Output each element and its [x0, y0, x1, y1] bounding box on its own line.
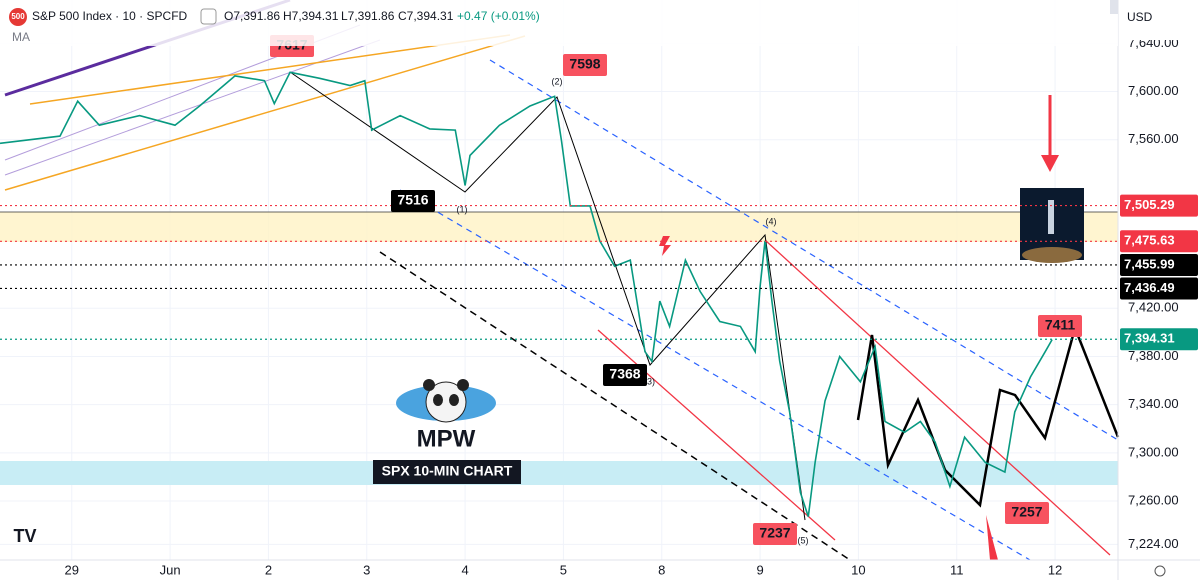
annotation: 7516	[397, 192, 428, 208]
price-label-box	[1120, 277, 1198, 300]
panda-eye	[433, 394, 443, 406]
eye-icon	[200, 8, 217, 25]
x-tick-label: 2	[265, 562, 272, 577]
y-tick-label: 7,300.00	[1128, 444, 1179, 459]
x-tick-label: 10	[851, 562, 865, 577]
annotation-box	[391, 190, 435, 212]
ohlc-change: +0.47 (+0.01%)	[457, 9, 540, 23]
arrow-head	[1041, 155, 1059, 172]
ohlc-open: O7,391.86	[224, 9, 280, 23]
annotation: 7257	[1011, 504, 1042, 520]
axis-header-bg	[1119, 0, 1200, 40]
wave-label: (2)	[552, 76, 563, 86]
projected-path	[856, 324, 1120, 508]
y-tick-label: 7,260.00	[1128, 492, 1179, 507]
image-ground	[1022, 247, 1082, 263]
x-tick-label: 3	[363, 562, 370, 577]
ohlc-low: L7,391.86	[341, 9, 395, 23]
y-tick-label: 7,380.00	[1128, 348, 1179, 363]
y-tick-label: 7,560.00	[1128, 131, 1179, 146]
channel-line	[399, 189, 1031, 561]
image-rocket	[1048, 200, 1054, 234]
channel-line	[764, 239, 1111, 556]
panda-ear	[457, 379, 469, 391]
symbol-title: S&P 500 Index · 10 · SPCFD	[32, 9, 188, 23]
annotation: 7237	[759, 525, 790, 541]
x-tick-label: 12	[1048, 562, 1062, 577]
y-tick-label: 7,340.00	[1128, 396, 1179, 411]
currency: USD	[1127, 10, 1153, 24]
annotation-box	[753, 523, 797, 545]
wave-label: 3)	[647, 376, 655, 386]
annotation-box	[603, 364, 647, 386]
settings-icon[interactable]	[1154, 565, 1166, 577]
wave-label: (1)	[457, 204, 468, 214]
price-line	[0, 71, 1053, 517]
x-tick-label: 9	[756, 562, 763, 577]
arrow	[986, 515, 998, 560]
price-label-box	[1120, 328, 1198, 351]
panda-ear	[423, 379, 435, 391]
price-label: 7,475.63	[1124, 233, 1175, 248]
y-tick-label: 7,420.00	[1128, 300, 1179, 315]
x-tick-label: 29	[65, 562, 79, 577]
panda	[425, 381, 467, 423]
indicator[interactable]: MA	[12, 30, 30, 44]
symbol-logo	[9, 8, 27, 26]
header-bg	[0, 0, 1118, 46]
logo-text: MPW	[417, 425, 476, 452]
price-label: 7,505.29	[1124, 197, 1175, 212]
channel-line	[29, 34, 511, 105]
y-tick-label: 7,224.00	[1128, 536, 1179, 551]
panda-eye	[449, 394, 459, 406]
price-label: 7,436.49	[1124, 280, 1175, 295]
supply-zone	[0, 212, 1118, 242]
y-tick-label: 7,600.00	[1128, 83, 1179, 98]
series	[0, 71, 1053, 517]
price-label-box	[1120, 253, 1198, 276]
watermark: TV	[13, 526, 36, 546]
channel-line	[489, 59, 1119, 441]
channel-line	[4, 35, 526, 191]
annotation-box	[1005, 502, 1049, 524]
wave-count	[289, 71, 806, 521]
x-tick-label: 5	[560, 562, 567, 577]
wave-label: (4)	[766, 216, 777, 226]
price-label: 7,455.99	[1124, 256, 1175, 271]
annotations: 7617759875167368723772577411(1)(2)(4)(5)…	[0, 35, 1118, 545]
x-tick-label: 11	[950, 562, 964, 577]
symbol-logo-text: 500	[11, 12, 25, 21]
price-label-box	[1120, 194, 1198, 217]
demand-zone	[0, 461, 1118, 485]
x-tick-label: 4	[461, 562, 468, 577]
x-tick-label: Jun	[160, 562, 181, 577]
x-tick-label: 8	[658, 562, 665, 577]
scroll	[1110, 0, 1118, 14]
annotation-box	[563, 54, 607, 76]
price-label-box	[1120, 230, 1198, 253]
axes: 7,224.00 7,260.00 7,300.00 7,340.00 7,380.00…	[65, 35, 1198, 577]
wave-label: (5)	[798, 535, 809, 545]
annotation: 7598	[569, 56, 600, 72]
caption-box	[373, 460, 521, 484]
annotation-box	[1038, 315, 1082, 337]
ohlc-close: C7,394.31	[398, 9, 454, 23]
price-label: 7,394.31	[1124, 331, 1175, 346]
annotation: 7411	[1045, 317, 1076, 333]
projection-line	[379, 251, 851, 561]
caption: SPX 10-MIN CHART	[382, 463, 513, 479]
annotation: 7368	[609, 366, 640, 382]
ohlc-high: H7,394.31	[283, 9, 339, 23]
